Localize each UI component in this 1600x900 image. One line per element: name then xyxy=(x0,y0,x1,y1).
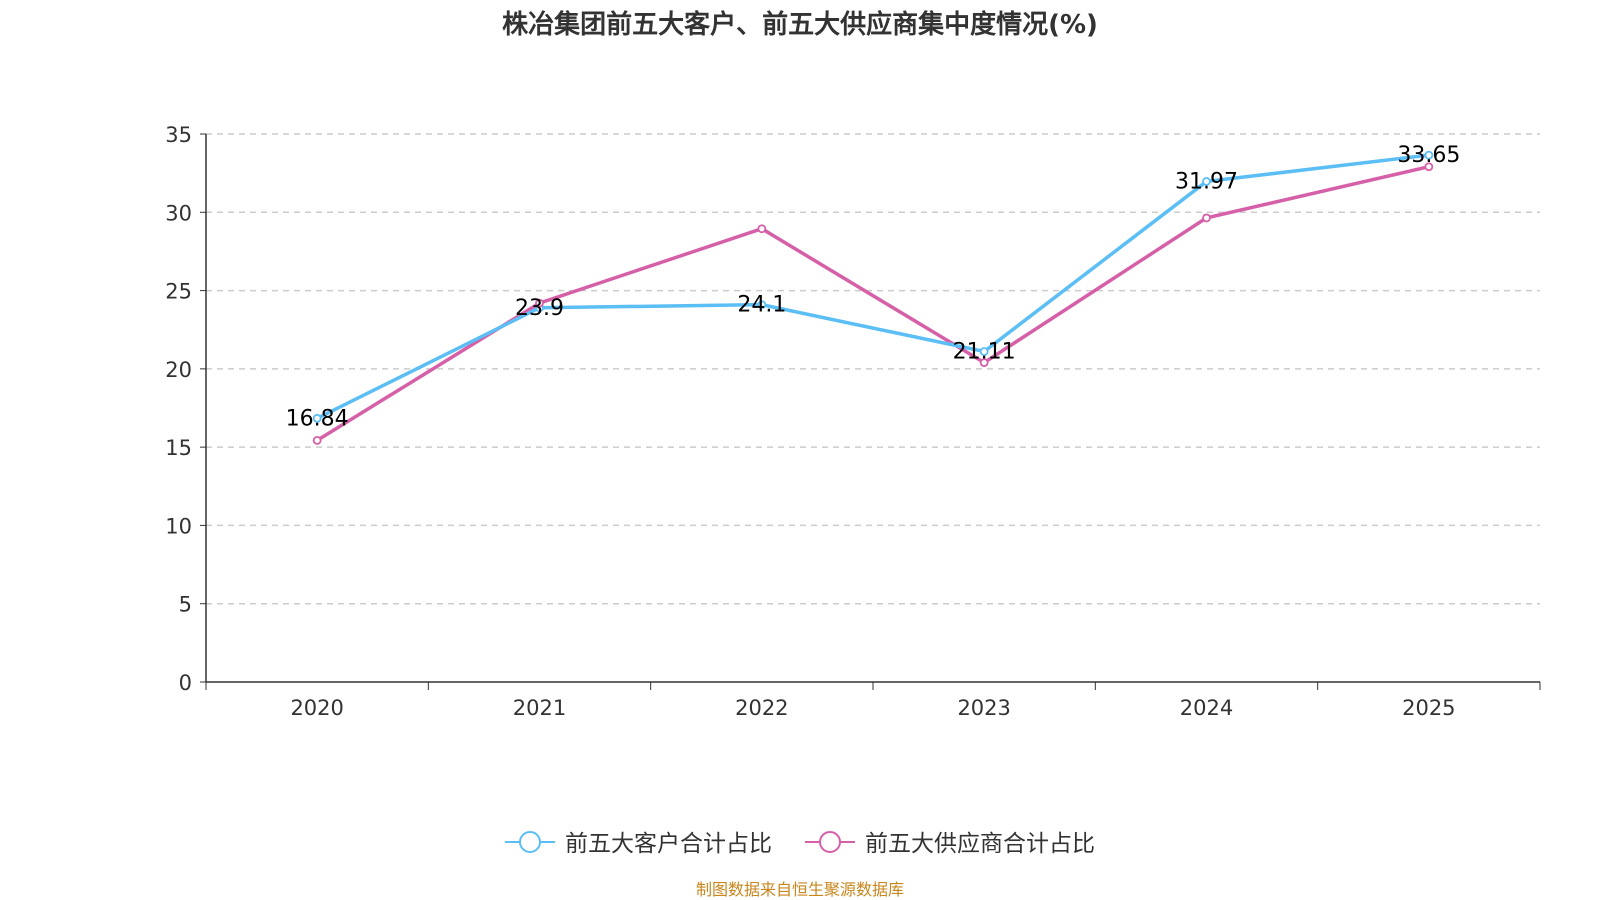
y-tick-label: 10 xyxy=(165,514,192,538)
data-label: 23.9 xyxy=(515,296,564,321)
legend-marker xyxy=(519,831,541,853)
data-label: 33.65 xyxy=(1397,143,1460,168)
x-tick-label: 2022 xyxy=(735,696,788,720)
legend-label: 前五大客户合计占比 xyxy=(565,831,772,857)
x-tick-label: 2021 xyxy=(513,696,566,720)
data-point xyxy=(1202,213,1211,223)
data-label: 31.97 xyxy=(1175,169,1238,194)
x-tick-label: 2023 xyxy=(957,696,1010,720)
y-tick-label: 20 xyxy=(165,358,192,382)
data-label: 16.84 xyxy=(286,406,349,431)
source-note: 制图数据来自恒生聚源数据库 xyxy=(695,880,904,899)
data-point xyxy=(312,436,322,445)
data-point xyxy=(979,347,989,356)
y-tick-label: 0 xyxy=(179,671,192,695)
data-point xyxy=(312,413,322,423)
y-tick-label: 15 xyxy=(165,436,192,460)
data-label: 24.1 xyxy=(737,293,786,318)
data-point xyxy=(1424,162,1434,172)
series-line xyxy=(316,153,1430,420)
data-point xyxy=(757,224,767,234)
data-point xyxy=(757,300,767,310)
x-tick-label: 2024 xyxy=(1180,696,1233,720)
y-tick-label: 5 xyxy=(179,593,192,617)
y-tick-label: 35 xyxy=(165,123,192,147)
data-point xyxy=(1424,150,1434,160)
y-tick-label: 30 xyxy=(165,201,192,225)
data-label: 21.11 xyxy=(953,339,1016,364)
data-point xyxy=(535,298,544,308)
series-line xyxy=(316,165,1430,442)
data-point xyxy=(1202,177,1211,186)
data-point xyxy=(979,358,989,367)
x-tick-label: 2025 xyxy=(1402,696,1455,720)
x-tick-label: 2020 xyxy=(290,696,343,720)
y-tick-label: 25 xyxy=(165,280,192,304)
chart-title: 株冶集团前五大客户、前五大供应商集中度情况(%) xyxy=(502,10,1098,40)
legend-label: 前五大供应商合计占比 xyxy=(865,831,1095,857)
legend-marker xyxy=(819,831,841,853)
